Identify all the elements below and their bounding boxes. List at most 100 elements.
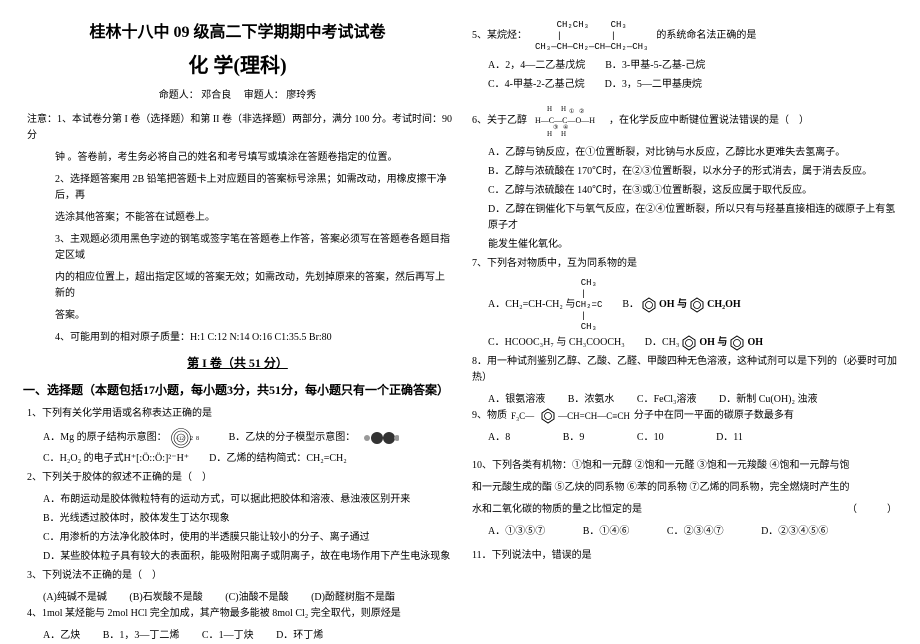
q10-d: D．②③④⑤⑥ [761, 524, 828, 540]
svg-text:H: H [561, 130, 566, 138]
q5-b: B．3-甲基-5-乙基-己烷 [605, 58, 705, 74]
q3-d: (D)酚醛树脂不是酯 [311, 590, 395, 606]
q6-suffix: ，在化学反应中断键位置说法错误的是（ ） [609, 113, 809, 129]
left-column: 桂林十八中 09 级高二下学期期中考试试卷 化 学(理科) 命题人： 邓合良 审… [15, 20, 460, 617]
q1-b-text: B．乙炔的分子模型示意图： [229, 430, 356, 446]
svg-text:+12: +12 [176, 437, 184, 442]
q8-d: D．新制 Cu(OH)₂ 浊液 [719, 392, 817, 408]
note-3-prefix: 3、 [55, 234, 70, 245]
q4-d: D．环丁烯 [276, 628, 323, 644]
q10-stem: 10、下列各类有机物：①饱和一元醇 ②饱和一元醛 ③饱和一元羧酸 ④饱和一元醇与… [468, 458, 897, 474]
note-3b: 内的相应位置上，超出指定区域的答案无效；如需改动，先划掉原来的答案，然后再写上新… [23, 270, 452, 302]
q7-b-ch2oh: CH₂OH [707, 299, 741, 310]
q3-c: (C)油酸不是酸 [225, 590, 288, 606]
q9-c: C．10 [637, 430, 664, 446]
q7-c: C．HCOOC₃H₇ 与 CH₃COOCH₃ [488, 335, 625, 351]
q10-options: A．①③⑤⑦ B．①④⑥ C．②③④⑦ D．②③④⑤⑥ [468, 524, 897, 540]
q5: 5、某烷烃： CH₂CH₃ CH₃ | | CH₃—CH—CH₂—CH—CH₂—… [468, 20, 897, 52]
q9-d: D．11 [716, 430, 743, 446]
q9-suffix: 分子中在同一平面的碳原子数最多有 [634, 408, 794, 424]
q1-stem: 1、下列有关化学用语或名称表达正确的是 [23, 406, 452, 422]
q3-options: (A)纯碱不是碱 (B)石炭酸不是酸 (C)油酸不是酸 (D)酚醛树脂不是酯 [23, 590, 452, 606]
note-4-prefix: 4、 [55, 332, 70, 343]
q2-stem: 2、下列关于胶体的叙述不正确的是（ ） [23, 470, 452, 486]
alkane-structure-icon: CH₂CH₃ CH₃ | | CH₃—CH—CH₂—CH—CH₂—CH₃ [535, 20, 648, 52]
svg-text:8: 8 [196, 436, 199, 442]
q7-d-ch3: CH₃ [662, 335, 679, 351]
title-main: 桂林十八中 09 级高二下学期期中考试试卷 [23, 20, 452, 46]
title-sub: 化 学(理科) [23, 50, 452, 82]
svg-text:②: ② [579, 108, 584, 115]
q1-a-text: A．Mg 的原子结构示意图： [43, 430, 167, 446]
note-3-body: 主观题必须用黑色字迹的钢笔或签字笔在答题卷上作答，答案必须写在答题卷各题目指定区… [55, 234, 450, 261]
q2-d: D．某些胶体粒子具有较大的表面积，能吸附阳离子或阴离子，故在电场作用下产生电泳现… [23, 549, 452, 565]
q10-c: C．②③④⑦ [667, 524, 724, 540]
note-4-body: 可能用到的相对原子质量：H:1 C:12 N:14 O:16 C1:35.5 B… [70, 332, 332, 343]
q1-options: A．Mg 的原子结构示意图： +12 2 8 B．乙炔的分子模型示意图： [23, 428, 452, 467]
q6-b: B．乙醇与浓硫酸在 170℃时，在②③位置断裂，以水分子的形式消去，属于消去反应… [468, 164, 897, 180]
right-column: 5、某烷烃： CH₂CH₃ CH₃ | | CH₃—CH—CH₂—CH—CH₂—… [460, 20, 905, 617]
atom-structure-icon: +12 2 8 [171, 428, 205, 448]
svg-text:2: 2 [190, 436, 193, 442]
q7-options: A．CH₂=CH-CH₂ 与 CH₃ |CH₂=C | CH₃ B． OH 与 … [468, 278, 897, 351]
q5-options: A．2，4—二乙基戊烷 B．3-甲基-5-乙基-己烷 C．4-甲基-2-乙基己烷… [468, 58, 897, 93]
h2o2-lewis: H⁺[:Ö::Ö:]²⁻H⁺ [124, 451, 190, 467]
section-i-header: 第 I 卷（共 51 分） [23, 354, 452, 373]
q11-stem: 11．下列说法中，错误的是 [468, 548, 897, 564]
q1-c-text: C．H₂O₂ 的电子式 [43, 451, 124, 467]
q7-a-text: A．CH₂=CH-CH₂ 与 [488, 297, 575, 313]
q4-options: A．乙炔 B．1，3—丁二烯 C．1—丁炔 D．环丁烯 [23, 628, 452, 644]
q6-d: D．乙醇在铜催化下与氧气反应，在②④位置断裂，所以只有与羟基直接相连的碳原子上有… [468, 202, 897, 234]
authors: 命题人： 邓合良 审题人： 廖玲秀 [23, 88, 452, 104]
author-label-2: 审题人： [244, 90, 284, 101]
svg-text:H: H [547, 105, 552, 113]
q9-structure-2: —CH=CH—C≡CH [558, 409, 630, 423]
branched-alkene-icon: CH₃ |CH₂=C | CH₃ [575, 278, 602, 332]
note-1: 注意：1、本试卷分第 I 卷（选择题）和第 II 卷（非选择题）两部分，满分 1… [23, 112, 452, 144]
svg-text:H—C—C—O—H: H—C—C—O—H [535, 116, 595, 125]
q6-c: C．乙醇与浓硫酸在 140℃时，在③或①位置断裂，这反应属于取代反应。 [468, 183, 897, 199]
q2-a: A．布朗运动是胶体微粒特有的运动方式，可以据此把胶体和溶液、悬浊液区别开来 [23, 492, 452, 508]
q10-b: B．①④⑥ [583, 524, 630, 540]
q7-b-oh: OH 与 [659, 299, 687, 310]
q3-b: (B)石炭酸不是酸 [129, 590, 202, 606]
note-1b: 钟 。答卷前，考生务必将自己的姓名和考号填写或填涂在答题卷指定的位置。 [23, 150, 452, 166]
q1-b: B．乙炔的分子模型示意图： [229, 429, 404, 447]
benzene-ring-icon [681, 335, 697, 351]
q8-c: C．FeCl₃溶液 [637, 392, 697, 408]
note-4: 4、可能用到的相对原子质量：H:1 C:12 N:14 O:16 C1:35.5… [23, 330, 452, 346]
svg-text:④: ④ [563, 124, 568, 131]
q5-d: D．3，5—二甲基庚烷 [605, 77, 702, 93]
author-label-1: 命题人： [159, 90, 199, 101]
q7-d-oh: OH 与 [699, 337, 727, 348]
q7-stem: 7、下列各对物质中，互为同系物的是 [468, 256, 897, 272]
benzene-ring-icon [729, 335, 745, 351]
q10-stem2: 和一元酸生成的酯 ⑤乙炔的同系物 ⑥苯的同系物 ⑦乙烯的同系物，完全燃烧时产生的 [468, 480, 897, 496]
svg-text:H: H [547, 130, 552, 138]
q5-prefix: 5、某烷烃： [472, 28, 527, 44]
q6-d2: 能发生催化氧化。 [468, 237, 897, 253]
q7-a: A．CH₂=CH-CH₂ 与 CH₃ |CH₂=C | CH₃ [488, 278, 602, 332]
q1-c: C．H₂O₂ 的电子式 H⁺[:Ö::Ö:]²⁻H⁺ [43, 451, 189, 467]
q8-stem: 8．用一种试剂鉴别乙醇、乙酸、乙醛、甲酸四种无色溶液，这种试剂可以是下列的（必要… [468, 354, 897, 386]
q10-a: A．①③⑤⑦ [488, 524, 545, 540]
q8-options: A．银氨溶液 B．浓氨水 C．FeCl₃溶液 D．新制 Cu(OH)₂ 浊液 [468, 392, 897, 408]
q10-blank: （ ） [847, 502, 897, 518]
q9: 9、物质 F₃C— —CH=CH—C≡CH 分子中在同一平面的碳原子数最多有 [468, 408, 897, 424]
q6: 6、关于乙醇 H—C—C—O—H H H H H ① ② ③ ④ ，在化学反应中… [468, 103, 897, 139]
q4-a: A．乙炔 [43, 628, 80, 644]
q3-a: (A)纯碱不是碱 [43, 590, 107, 606]
q8-b: B．浓氨水 [568, 392, 615, 408]
q8-a: A．银氨溶液 [488, 392, 545, 408]
q6-a: A．乙醇与钠反应，在①位置断裂，对比钠与水反应，乙醇比水更难失去氢离子。 [468, 145, 897, 161]
q1-a: A．Mg 的原子结构示意图： +12 2 8 [43, 428, 209, 448]
benzene-ring-icon [540, 408, 556, 424]
note-1-body: 本试卷分第 I 卷（选择题）和第 II 卷（非选择题）两部分，满分 100 分。… [27, 114, 452, 141]
q7-b: B． OH 与 CH₂OH [622, 297, 740, 313]
q4-stem: 4、1mol 某烃能与 2mol HCl 完全加成，其产物最多能被 8mol C… [23, 606, 452, 622]
q2-b: B．光线透过胶体时，胶体发生丁达尔现象 [23, 511, 452, 527]
ball-stick-model-icon [359, 429, 399, 447]
q9-b: B．9 [563, 430, 585, 446]
q7-d-text: D． [645, 335, 662, 351]
author-name-2: 廖玲秀 [286, 90, 316, 101]
